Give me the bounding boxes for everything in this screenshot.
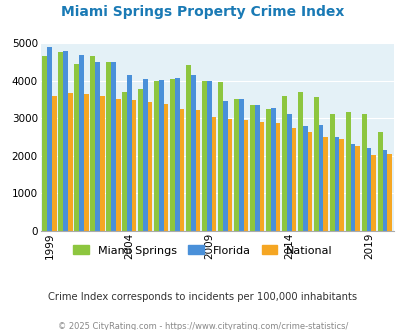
Bar: [249, 105, 254, 231]
Bar: [122, 92, 127, 231]
Bar: [68, 92, 72, 231]
Bar: [47, 47, 52, 231]
Text: Crime Index corresponds to incidents per 100,000 inhabitants: Crime Index corresponds to incidents per…: [48, 292, 357, 302]
Bar: [366, 148, 371, 231]
Bar: [106, 62, 111, 231]
Bar: [190, 75, 195, 231]
Bar: [100, 96, 104, 231]
Bar: [291, 128, 296, 231]
Bar: [222, 101, 227, 231]
Bar: [63, 51, 68, 231]
Bar: [170, 79, 175, 231]
Bar: [297, 92, 302, 231]
Bar: [211, 116, 216, 231]
Bar: [154, 81, 158, 231]
Bar: [58, 52, 63, 231]
Bar: [143, 80, 147, 231]
Bar: [270, 108, 275, 231]
Bar: [202, 81, 206, 231]
Bar: [131, 100, 136, 231]
Bar: [334, 137, 339, 231]
Bar: [307, 132, 311, 231]
Bar: [361, 115, 366, 231]
Bar: [329, 115, 334, 231]
Bar: [127, 75, 131, 231]
Bar: [227, 119, 232, 231]
Bar: [217, 82, 222, 231]
Bar: [90, 56, 95, 231]
Bar: [95, 62, 100, 231]
Bar: [42, 56, 47, 231]
Bar: [233, 99, 238, 231]
Bar: [355, 146, 359, 231]
Bar: [111, 62, 115, 231]
Bar: [185, 65, 190, 231]
Bar: [386, 154, 391, 231]
Legend: Miami Springs, Florida, National: Miami Springs, Florida, National: [69, 241, 336, 260]
Bar: [243, 120, 248, 231]
Bar: [313, 97, 318, 231]
Bar: [302, 126, 307, 231]
Bar: [83, 94, 88, 231]
Bar: [323, 137, 328, 231]
Bar: [138, 89, 143, 231]
Bar: [147, 102, 152, 231]
Bar: [179, 109, 184, 231]
Bar: [259, 122, 264, 231]
Text: Miami Springs Property Crime Index: Miami Springs Property Crime Index: [61, 5, 344, 19]
Bar: [115, 99, 120, 231]
Bar: [345, 113, 350, 231]
Bar: [371, 155, 375, 231]
Bar: [158, 80, 163, 231]
Bar: [286, 115, 291, 231]
Bar: [382, 150, 386, 231]
Bar: [339, 139, 343, 231]
Bar: [265, 109, 270, 231]
Text: © 2025 CityRating.com - https://www.cityrating.com/crime-statistics/: © 2025 CityRating.com - https://www.city…: [58, 322, 347, 330]
Bar: [163, 104, 168, 231]
Bar: [52, 96, 56, 231]
Bar: [275, 123, 279, 231]
Bar: [238, 99, 243, 231]
Bar: [79, 55, 83, 231]
Bar: [74, 64, 79, 231]
Bar: [318, 125, 323, 231]
Bar: [175, 78, 179, 231]
Bar: [377, 132, 382, 231]
Bar: [195, 110, 200, 231]
Bar: [350, 145, 355, 231]
Bar: [206, 81, 211, 231]
Bar: [281, 96, 286, 231]
Bar: [254, 105, 259, 231]
